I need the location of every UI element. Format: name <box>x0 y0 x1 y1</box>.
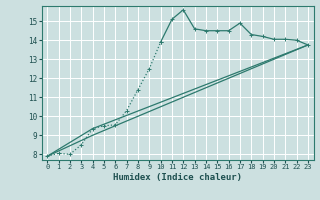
X-axis label: Humidex (Indice chaleur): Humidex (Indice chaleur) <box>113 173 242 182</box>
